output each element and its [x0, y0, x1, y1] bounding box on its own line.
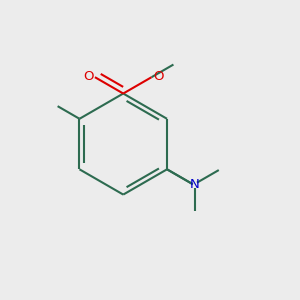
- Text: N: N: [190, 178, 200, 191]
- Text: O: O: [83, 70, 94, 83]
- Text: O: O: [153, 70, 164, 83]
